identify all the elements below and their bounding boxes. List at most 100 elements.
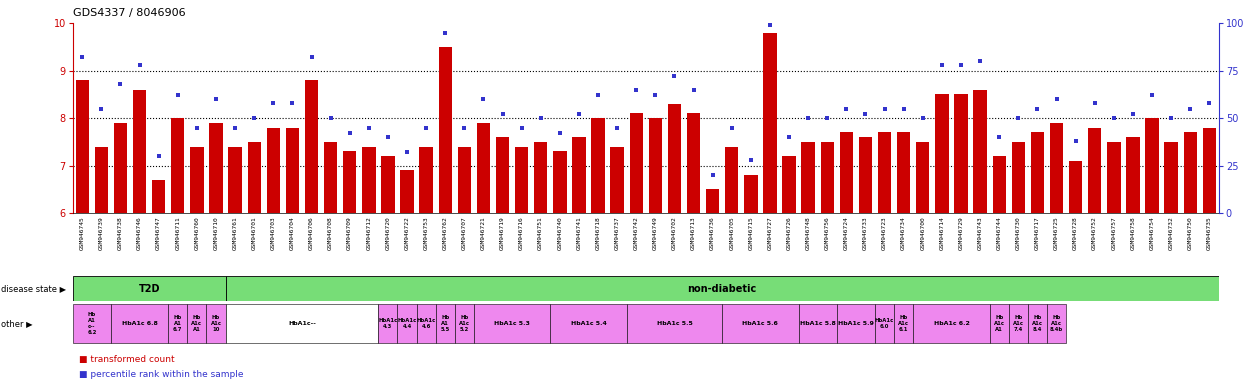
Bar: [247, 142, 261, 213]
Text: GSM946724: GSM946724: [844, 216, 849, 250]
Text: GSM946738: GSM946738: [118, 216, 123, 250]
Point: [1066, 138, 1086, 144]
Text: T2D: T2D: [138, 284, 161, 294]
Bar: [379, 304, 398, 343]
Text: GSM946742: GSM946742: [633, 216, 638, 250]
Text: Hb
A1c
5.2: Hb A1c 5.2: [459, 315, 470, 332]
Bar: [400, 170, 414, 213]
Point: [989, 134, 1009, 140]
Bar: [840, 132, 853, 213]
Bar: [73, 276, 226, 301]
Bar: [474, 304, 551, 343]
Bar: [1145, 118, 1159, 213]
Point: [92, 106, 112, 112]
Bar: [209, 123, 223, 213]
Point: [359, 124, 379, 131]
Text: GSM946711: GSM946711: [176, 216, 181, 250]
Bar: [799, 304, 836, 343]
Point: [855, 111, 875, 118]
Bar: [455, 304, 474, 343]
Point: [206, 96, 226, 102]
Bar: [992, 156, 1006, 213]
Bar: [782, 156, 796, 213]
Bar: [764, 33, 776, 213]
Point: [282, 100, 302, 106]
Bar: [110, 304, 168, 343]
Bar: [515, 147, 528, 213]
Text: GSM946704: GSM946704: [290, 216, 295, 250]
Point: [951, 62, 971, 68]
Text: HbA1c--: HbA1c--: [288, 321, 316, 326]
Text: ■ transformed count: ■ transformed count: [79, 354, 174, 364]
Bar: [1050, 123, 1063, 213]
Bar: [114, 123, 127, 213]
Bar: [1028, 304, 1047, 343]
Bar: [171, 118, 184, 213]
Bar: [913, 304, 989, 343]
Text: GSM946722: GSM946722: [405, 216, 410, 250]
Text: GSM946760: GSM946760: [194, 216, 199, 250]
Point: [149, 153, 169, 159]
Text: GSM946702: GSM946702: [672, 216, 677, 250]
Bar: [133, 89, 147, 213]
Point: [263, 100, 283, 106]
Text: GSM946741: GSM946741: [577, 216, 582, 250]
Point: [760, 22, 780, 28]
Bar: [1068, 161, 1082, 213]
Bar: [267, 127, 280, 213]
Bar: [820, 142, 834, 213]
Bar: [668, 104, 681, 213]
Bar: [1008, 304, 1028, 343]
Text: GSM946749: GSM946749: [653, 216, 658, 250]
Text: GSM946747: GSM946747: [157, 216, 162, 250]
Point: [798, 115, 818, 121]
Bar: [1047, 304, 1066, 343]
Bar: [722, 304, 799, 343]
Text: GSM946705: GSM946705: [730, 216, 735, 250]
Point: [665, 73, 685, 79]
Bar: [1107, 142, 1121, 213]
Text: GSM946715: GSM946715: [749, 216, 754, 250]
Point: [454, 124, 474, 131]
Text: GSM946751: GSM946751: [538, 216, 543, 250]
Point: [530, 115, 551, 121]
Text: Hb
A1c
8.4: Hb A1c 8.4: [1032, 315, 1043, 332]
Text: GDS4337 / 8046906: GDS4337 / 8046906: [73, 8, 186, 18]
Text: HbA1c 5.4: HbA1c 5.4: [571, 321, 607, 326]
Text: Hb
A1c
6.1: Hb A1c 6.1: [898, 315, 909, 332]
Point: [435, 30, 455, 36]
Bar: [286, 127, 300, 213]
Text: other ▶: other ▶: [1, 319, 33, 328]
Bar: [152, 180, 166, 213]
Text: GSM946716: GSM946716: [519, 216, 524, 250]
Bar: [1088, 127, 1101, 213]
Bar: [344, 151, 356, 213]
Text: GSM946748: GSM946748: [805, 216, 810, 250]
Point: [1104, 115, 1124, 121]
Point: [187, 124, 207, 131]
Text: GSM946709: GSM946709: [347, 216, 352, 250]
Point: [549, 130, 569, 136]
Text: GSM946762: GSM946762: [443, 216, 448, 250]
Text: GSM946730: GSM946730: [1016, 216, 1021, 250]
Text: Hb
A1
5.5: Hb A1 5.5: [440, 315, 450, 332]
Text: GSM946712: GSM946712: [366, 216, 371, 250]
Text: GSM946735: GSM946735: [1206, 216, 1211, 250]
Point: [741, 157, 761, 163]
Text: HbA1c 6.8: HbA1c 6.8: [122, 321, 158, 326]
Bar: [398, 304, 416, 343]
Text: GSM946713: GSM946713: [691, 216, 696, 250]
Bar: [495, 137, 509, 213]
Text: GSM946750: GSM946750: [1188, 216, 1193, 250]
Bar: [435, 304, 455, 343]
Bar: [744, 175, 757, 213]
Point: [474, 96, 494, 102]
Text: HbA1c
4.6: HbA1c 4.6: [416, 318, 435, 329]
Text: GSM946733: GSM946733: [863, 216, 868, 250]
Point: [836, 106, 856, 112]
Text: GSM946729: GSM946729: [958, 216, 963, 250]
Text: GSM946700: GSM946700: [920, 216, 925, 250]
Point: [626, 86, 646, 93]
Bar: [551, 304, 627, 343]
Text: HbA1c
4.4: HbA1c 4.4: [398, 318, 416, 329]
